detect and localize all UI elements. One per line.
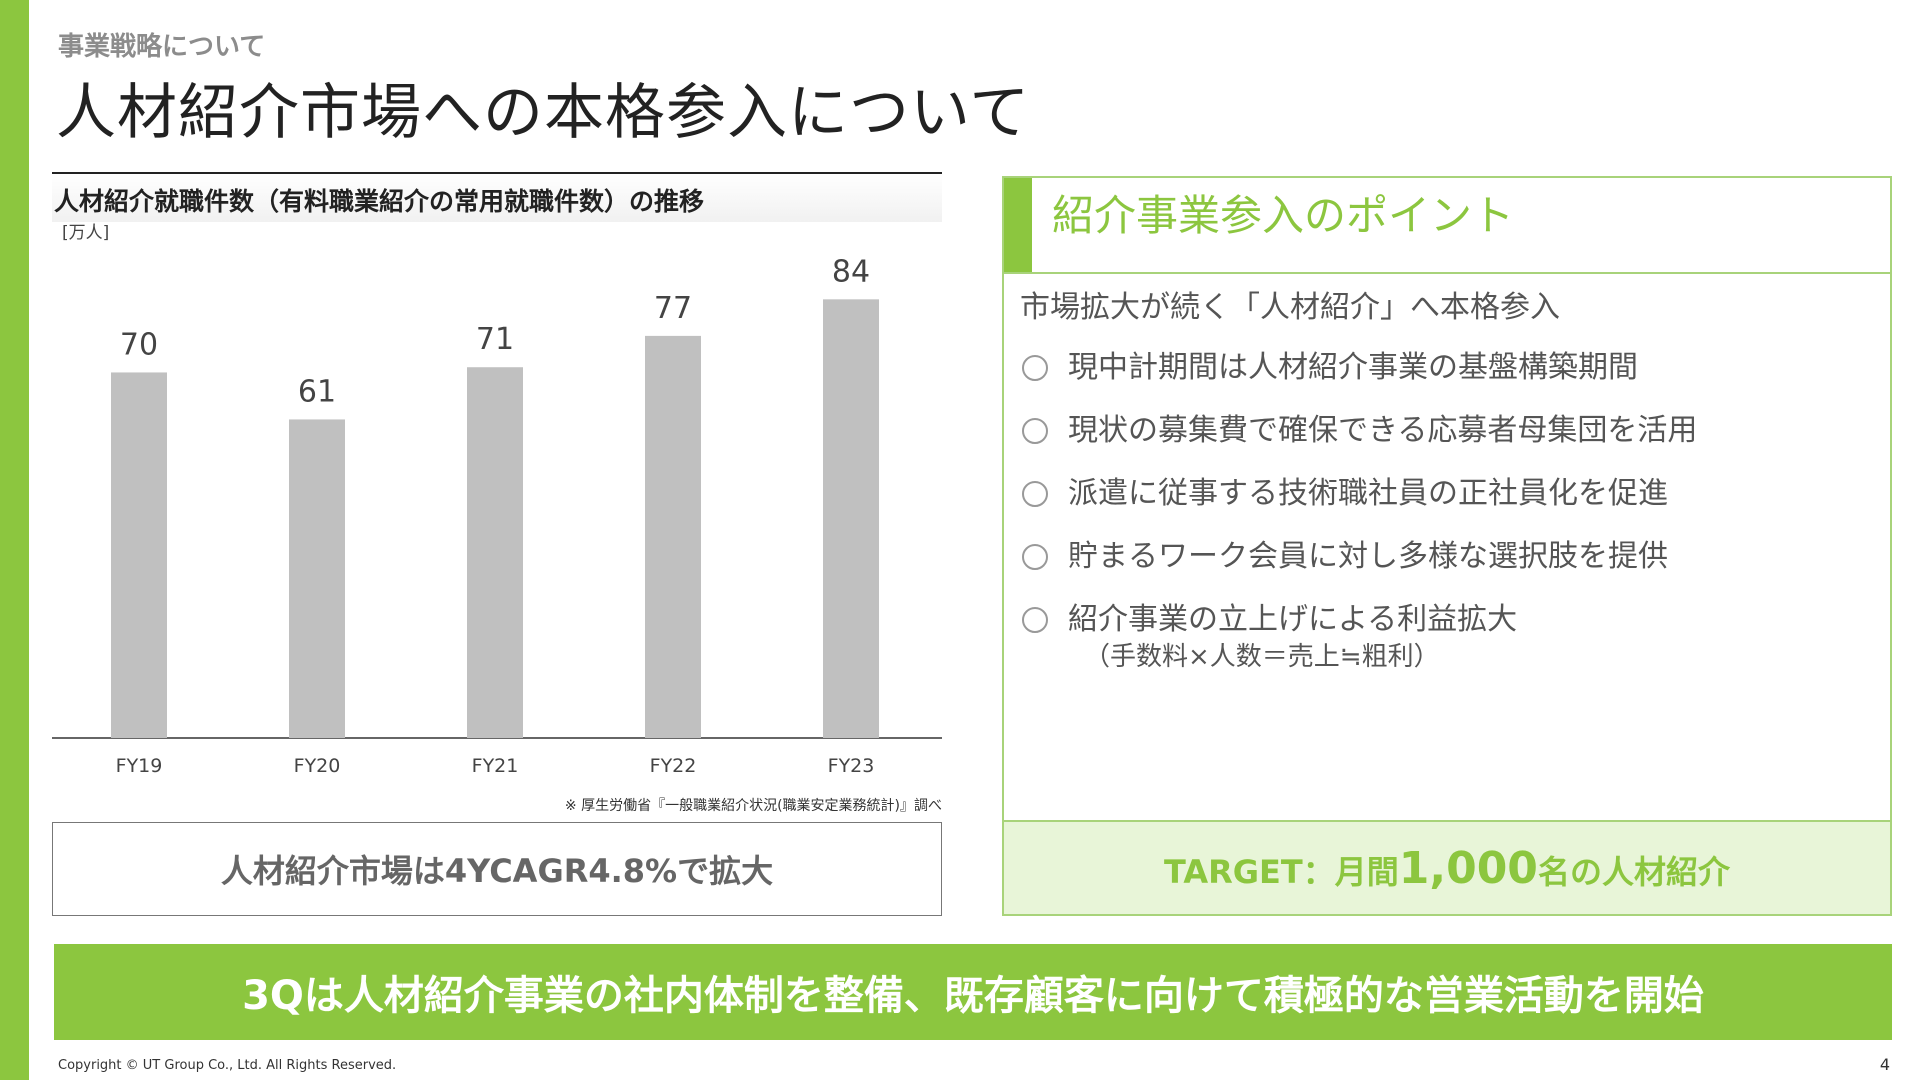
point-item: 派遣に従事する技術職社員の正社員化を促進 — [1022, 474, 1697, 537]
chart-bar-fy21 — [467, 367, 523, 738]
points-accent — [1004, 178, 1032, 272]
target-box: TARGET：月間1,000名の人材紹介 — [1004, 820, 1890, 914]
circle-bullet-icon — [1022, 607, 1048, 633]
point-item-text: 現中計期間は人材紹介事業の基盤構築期間 — [1068, 350, 1638, 385]
banner-text: 3Qは人材紹介事業の社内体制を整備、既存顧客に向けて積極的な営業活動を開始 — [242, 973, 1704, 1019]
points-panel: 紹介事業参入のポイント 市場拡大が続く「人材紹介」へ本格参入 現中計期間は人材紹… — [1002, 176, 1892, 916]
point-item: 紹介事業の立上げによる利益拡大 （手数料×人数＝売上≒粗利） — [1022, 600, 1697, 672]
target-suffix: 名の人材紹介 — [1537, 852, 1730, 891]
chart-bar-fy20 — [289, 419, 345, 738]
summary-banner: 3Qは人材紹介事業の社内体制を整備、既存顧客に向けて積極的な営業活動を開始 — [54, 944, 1892, 1040]
points-list: 現中計期間は人材紹介事業の基盤構築期間 現状の募集費で確保できる応募者母集団を活… — [1022, 348, 1697, 672]
target-prefix: TARGET：月間 — [1164, 852, 1399, 891]
page-title: 人材紹介市場への本格参入について — [56, 78, 1031, 148]
chart-x-tick-label: FY21 — [472, 755, 519, 777]
chart-heading: 人材紹介就職件数（有料職業紹介の常用就職件数）の推移 — [52, 172, 942, 222]
points-header: 紹介事業参入のポイント — [1052, 191, 1515, 240]
circle-bullet-icon — [1022, 481, 1048, 507]
copyright: Copyright © UT Group Co., Ltd. All Right… — [58, 1058, 397, 1073]
chart-data-label: 71 — [476, 322, 514, 357]
chart-data-label: 84 — [832, 254, 870, 289]
section-label: 事業戦略について — [58, 32, 266, 62]
chart-bar-fy23 — [823, 299, 879, 738]
point-item-text: 貯まるワーク会員に対し多様な選択肢を提供 — [1068, 539, 1668, 574]
chart-x-tick-label: FY22 — [650, 755, 697, 777]
chart-x-tick-label: FY19 — [116, 755, 163, 777]
circle-bullet-icon — [1022, 544, 1048, 570]
points-lead: 市場拡大が続く「人材紹介」へ本格参入 — [1020, 290, 1560, 325]
chart-x-tick-label: FY20 — [294, 755, 341, 777]
point-item-text: 紹介事業の立上げによる利益拡大 — [1068, 602, 1518, 637]
chart-source-note: ※ 厚生労働省『一般職業紹介状況(職業安定業務統計)』調べ — [564, 798, 942, 814]
chart-x-tick-label: FY23 — [828, 755, 875, 777]
point-item: 貯まるワーク会員に対し多様な選択肢を提供 — [1022, 537, 1697, 600]
point-item-text: 派遣に従事する技術職社員の正社員化を促進 — [1068, 476, 1668, 511]
point-item-subtext: （手数料×人数＝売上≒粗利） — [1084, 642, 1440, 672]
cagr-summary-box: 人材紹介市場は4YCAGR4.8%で拡大 — [52, 822, 942, 916]
circle-bullet-icon — [1022, 355, 1048, 381]
target-number: 1,000 — [1398, 842, 1538, 894]
circle-bullet-icon — [1022, 418, 1048, 444]
chart-heading-text: 人材紹介就職件数（有料職業紹介の常用就職件数）の推移 — [54, 187, 705, 216]
chart-bar-fy22 — [645, 335, 701, 738]
chart-data-label: 70 — [120, 327, 158, 362]
points-divider — [1004, 272, 1890, 274]
point-item-text: 現状の募集費で確保できる応募者母集団を活用 — [1068, 413, 1698, 448]
cagr-summary-text: 人材紹介市場は4YCAGR4.8%で拡大 — [220, 852, 774, 890]
bar-chart: 70 FY19 61 FY20 71 FY21 77 FY22 84 FY23 — [52, 254, 942, 777]
point-item: 現中計期間は人材紹介事業の基盤構築期間 — [1022, 348, 1697, 411]
point-item: 現状の募集費で確保できる応募者母集団を活用 — [1022, 411, 1697, 474]
chart-unit-label: [万人] — [62, 223, 110, 243]
chart-data-label: 77 — [654, 291, 692, 326]
accent-bar — [0, 0, 29, 1080]
page-number: 4 — [1879, 1055, 1890, 1074]
chart-bar-fy19 — [111, 372, 167, 738]
chart-data-label: 61 — [298, 374, 336, 409]
